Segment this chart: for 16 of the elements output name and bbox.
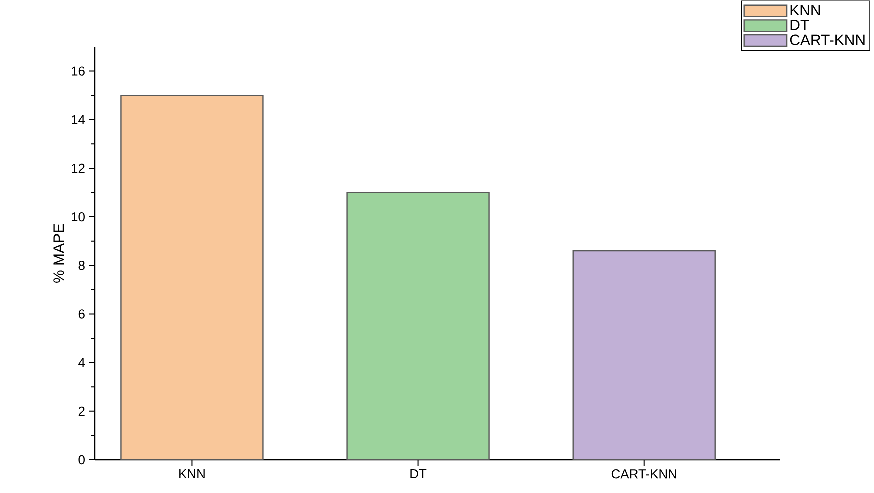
x-tick-label: DT xyxy=(410,470,427,478)
y-tick-label: 0 xyxy=(78,455,85,465)
y-tick-label: 2 xyxy=(78,406,85,416)
y-tick-label: 8 xyxy=(78,261,85,270)
x-tick-label: KNN xyxy=(180,470,205,478)
y-tick-label: 12 xyxy=(72,164,85,174)
legend-label: CART-KNN xyxy=(790,34,865,46)
y-tick-label: 4 xyxy=(78,358,86,368)
x-tick-label: CART-KNN xyxy=(612,470,676,479)
legend-label: DT xyxy=(790,20,810,30)
y-axis-title: % MAPE xyxy=(54,224,64,283)
legend-label: KNN xyxy=(790,5,820,16)
y-tick-label: 10 xyxy=(72,212,85,222)
y-tick-label: 6 xyxy=(78,310,85,319)
y-tick-label: 16 xyxy=(72,66,85,76)
y-tick-label: 14 xyxy=(72,115,86,124)
